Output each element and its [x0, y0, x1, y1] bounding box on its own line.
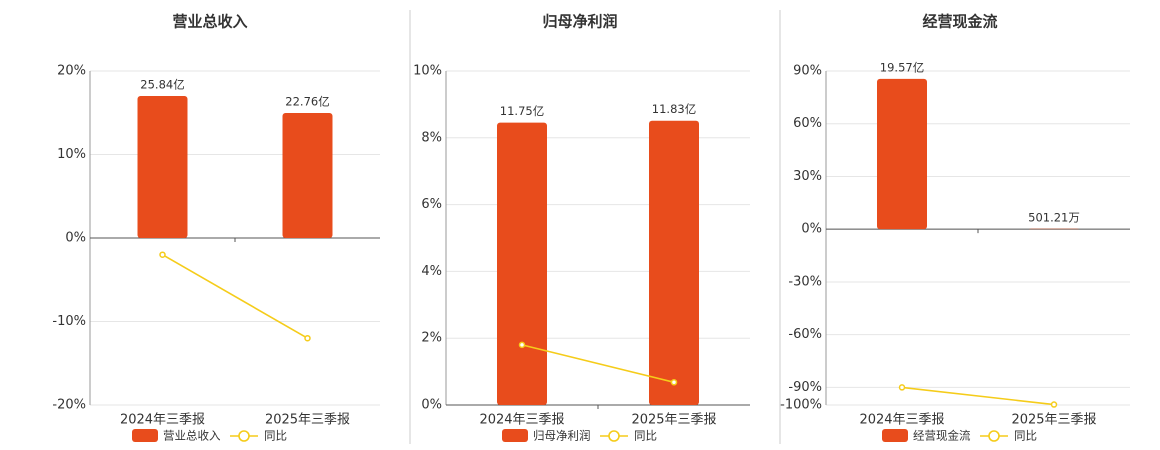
- y-tick-label: 6%: [421, 197, 442, 212]
- value-label: 11.83亿: [652, 102, 696, 116]
- chart-title: 营业总收入: [172, 13, 247, 31]
- legend-swatch: [132, 429, 158, 442]
- legend-label: 同比: [264, 429, 287, 443]
- legend-marker: [238, 430, 250, 442]
- x-tick-label: 2024年三季报: [120, 413, 205, 428]
- value-label: 19.57亿: [880, 60, 924, 74]
- line: [521, 344, 675, 384]
- value-label: 11.75亿: [500, 104, 544, 118]
- x-tick-label: 2025年三季报: [265, 413, 350, 428]
- line-point: [898, 384, 906, 391]
- x-tick-label: 2024年三季报: [479, 413, 564, 428]
- legend-label: 经营现金流: [913, 429, 971, 443]
- y-tick-label: 10%: [413, 64, 442, 79]
- bar: [497, 122, 547, 406]
- line: [901, 386, 1055, 406]
- bar: [649, 120, 699, 406]
- x-tick-label: 2025年三季报: [631, 413, 716, 428]
- y-tick-label: -20%: [52, 398, 86, 413]
- bar: [137, 96, 188, 238]
- value-label: 25.84亿: [140, 78, 184, 92]
- line-point: [1050, 401, 1058, 408]
- y-tick-label: 0%: [421, 398, 442, 413]
- y-tick-label: 0%: [801, 222, 822, 237]
- y-tick-label: 20%: [57, 64, 86, 79]
- legend-marker: [608, 430, 620, 442]
- line-point: [670, 379, 678, 386]
- y-tick-label: -30%: [788, 274, 822, 289]
- line-point: [518, 341, 526, 349]
- legend-label: 归母净利润: [533, 429, 591, 443]
- bar: [877, 78, 927, 230]
- y-tick-label: -10%: [52, 314, 86, 329]
- chart-title: 经营现金流: [922, 13, 997, 31]
- legend-label: 营业总收入: [163, 429, 221, 443]
- legend-label: 同比: [1014, 429, 1037, 443]
- y-tick-label: 2%: [421, 331, 442, 346]
- y-tick-label: 60%: [793, 116, 822, 131]
- chart-title: 归母净利润: [542, 13, 617, 31]
- legend-swatch: [502, 429, 528, 442]
- value-label: 22.76亿: [285, 94, 329, 108]
- y-tick-label: 4%: [421, 264, 442, 279]
- y-tick-label: 8%: [421, 130, 442, 145]
- line-point: [159, 251, 166, 258]
- x-tick-label: 2025年三季报: [1011, 413, 1096, 428]
- legend-label: 同比: [634, 429, 657, 443]
- y-tick-label: 90%: [793, 64, 822, 79]
- y-tick-label: 10%: [57, 147, 86, 162]
- legend-swatch: [882, 429, 908, 442]
- y-tick-label: -100%: [780, 398, 822, 413]
- y-tick-label: 0%: [65, 231, 86, 246]
- y-tick-label: -60%: [788, 327, 822, 342]
- line: [162, 254, 308, 339]
- x-tick-label: 2024年三季报: [859, 413, 944, 428]
- y-tick-label: 30%: [793, 169, 822, 184]
- value-label: 501.21万: [1028, 210, 1080, 224]
- bar: [282, 112, 333, 238]
- line-point: [304, 334, 311, 342]
- y-tick-label: -90%: [788, 380, 822, 395]
- legend-marker: [988, 430, 1000, 442]
